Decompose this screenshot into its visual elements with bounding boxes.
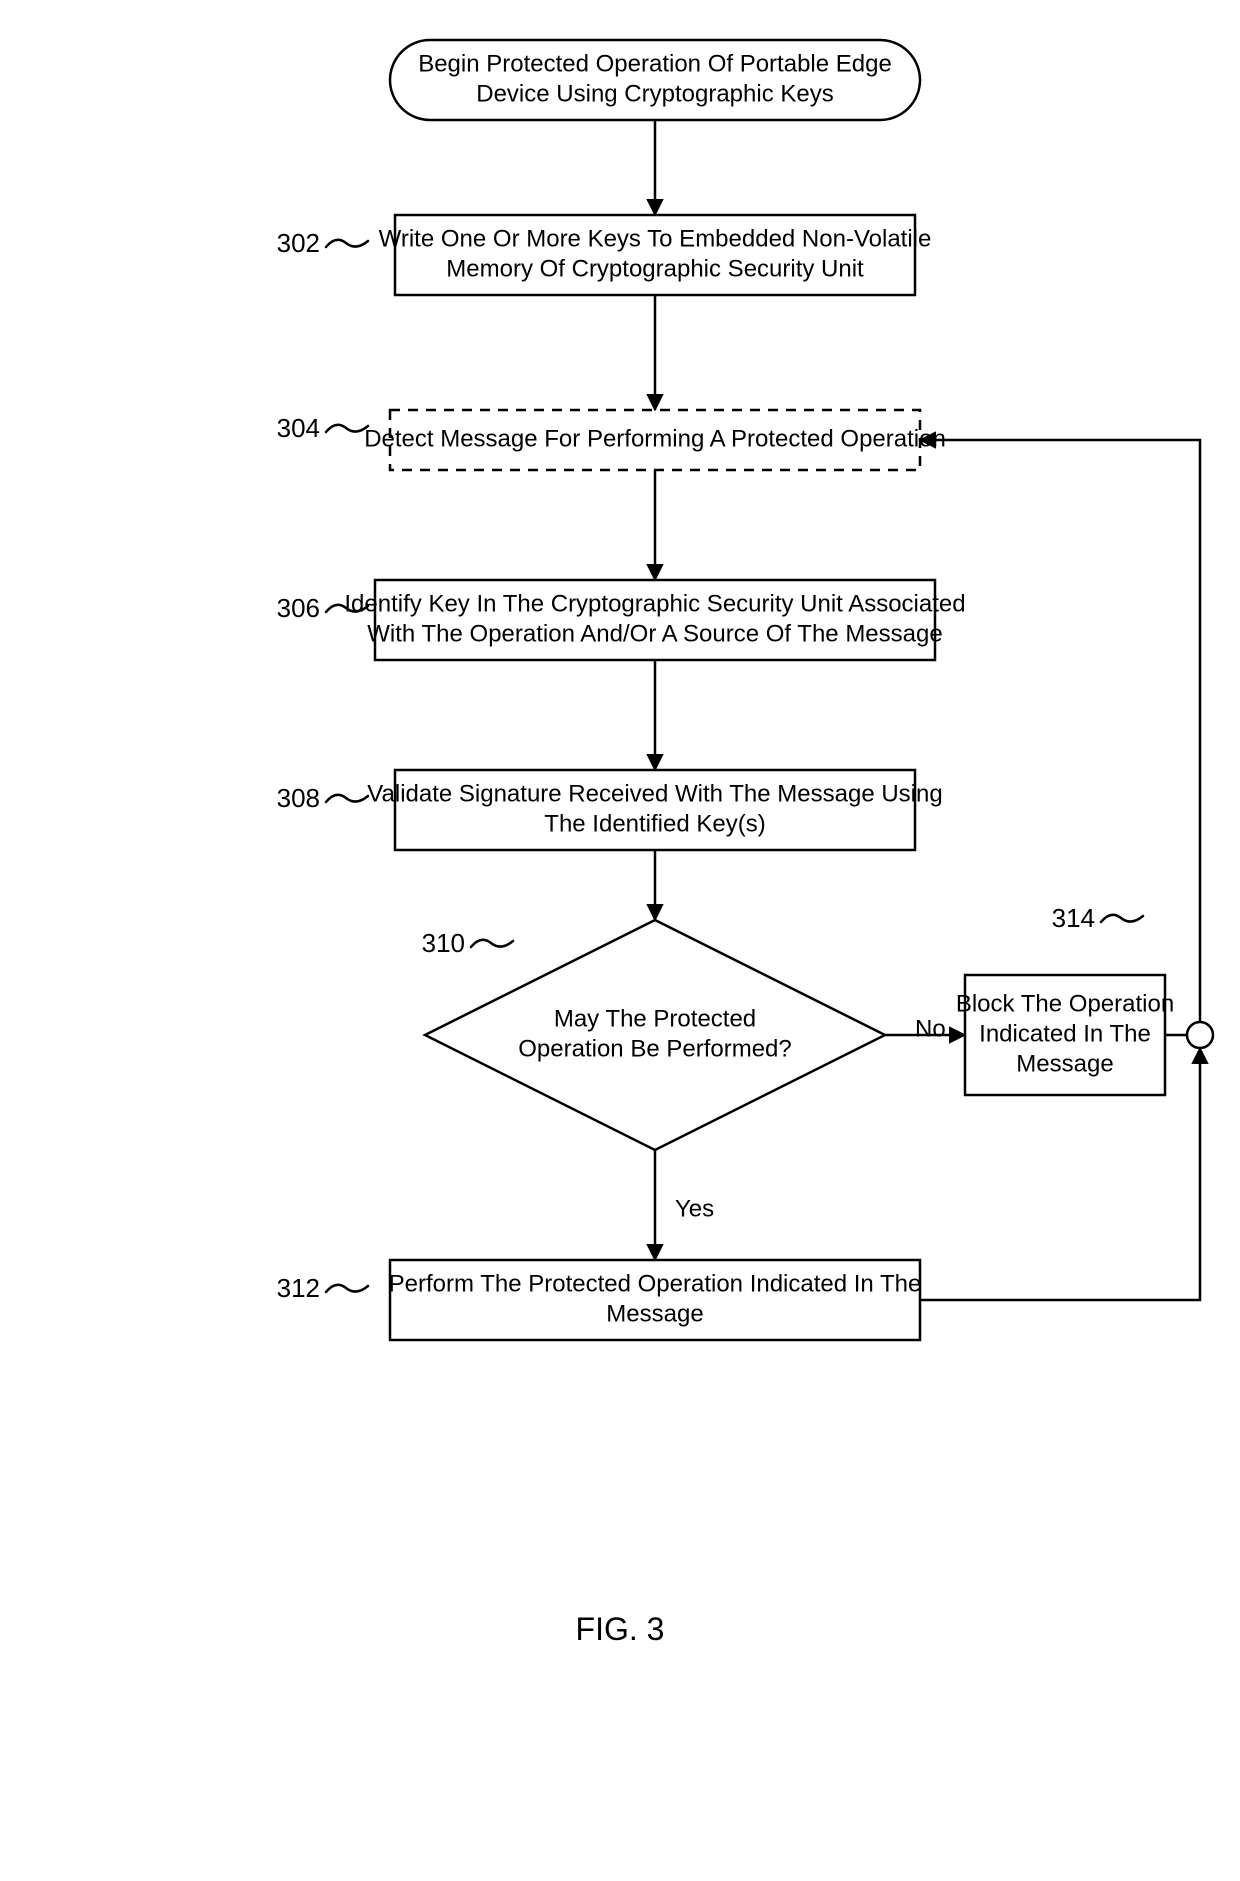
node-n314-text-line-0: Block The Operation — [956, 990, 1174, 1017]
ref-squiggle — [471, 940, 513, 947]
node-n312-text-line-1: Message — [606, 1300, 703, 1327]
node-n308-text-line-1: The Identified Key(s) — [544, 810, 765, 837]
ref-310: 310 — [422, 928, 465, 958]
ref-312: 312 — [277, 1273, 320, 1303]
node-start-text-line-1: Device Using Cryptographic Keys — [476, 80, 833, 107]
node-n310-text-line-1: Operation Be Performed? — [518, 1035, 791, 1062]
edge-label-yes: Yes — [675, 1195, 714, 1222]
node-n302-text-line-0: Write One Or More Keys To Embedded Non-V… — [379, 225, 932, 252]
node-n312-text-line-0: Perform The Protected Operation Indicate… — [389, 1270, 922, 1297]
edge-n312-junction — [920, 1048, 1200, 1300]
node-n302-text-line-1: Memory Of Cryptographic Security Unit — [446, 255, 864, 282]
ref-304: 304 — [277, 413, 320, 443]
node-n314-text-line-1: Indicated In The — [979, 1020, 1151, 1047]
ref-squiggle — [1101, 915, 1143, 922]
node-n308-text-line-0: Validate Signature Received With The Mes… — [367, 780, 942, 807]
ref-306: 306 — [277, 593, 320, 623]
figure-label: FIG. 3 — [576, 1611, 665, 1647]
junction-circle — [1187, 1022, 1213, 1048]
node-n314-text-line-2: Message — [1016, 1050, 1113, 1077]
node-n310-text-line-0: May The Protected — [554, 1005, 756, 1032]
node-start-text-line-0: Begin Protected Operation Of Portable Ed… — [418, 50, 892, 77]
ref-squiggle — [326, 1285, 368, 1292]
ref-314: 314 — [1052, 903, 1095, 933]
ref-302: 302 — [277, 228, 320, 258]
flowchart-svg: Begin Protected Operation Of Portable Ed… — [0, 0, 1240, 1881]
ref-squiggle — [326, 795, 368, 802]
edge-junction-n304 — [920, 440, 1200, 1022]
ref-squiggle — [326, 425, 368, 432]
edge-label-no: No — [915, 1015, 946, 1042]
node-n304-text-line-0: Detect Message For Performing A Protecte… — [364, 425, 946, 452]
node-n306-text-line-1: With The Operation And/Or A Source Of Th… — [367, 620, 942, 647]
ref-308: 308 — [277, 783, 320, 813]
node-n306-text-line-0: Identify Key In The Cryptographic Securi… — [344, 590, 965, 617]
ref-squiggle — [326, 240, 368, 247]
